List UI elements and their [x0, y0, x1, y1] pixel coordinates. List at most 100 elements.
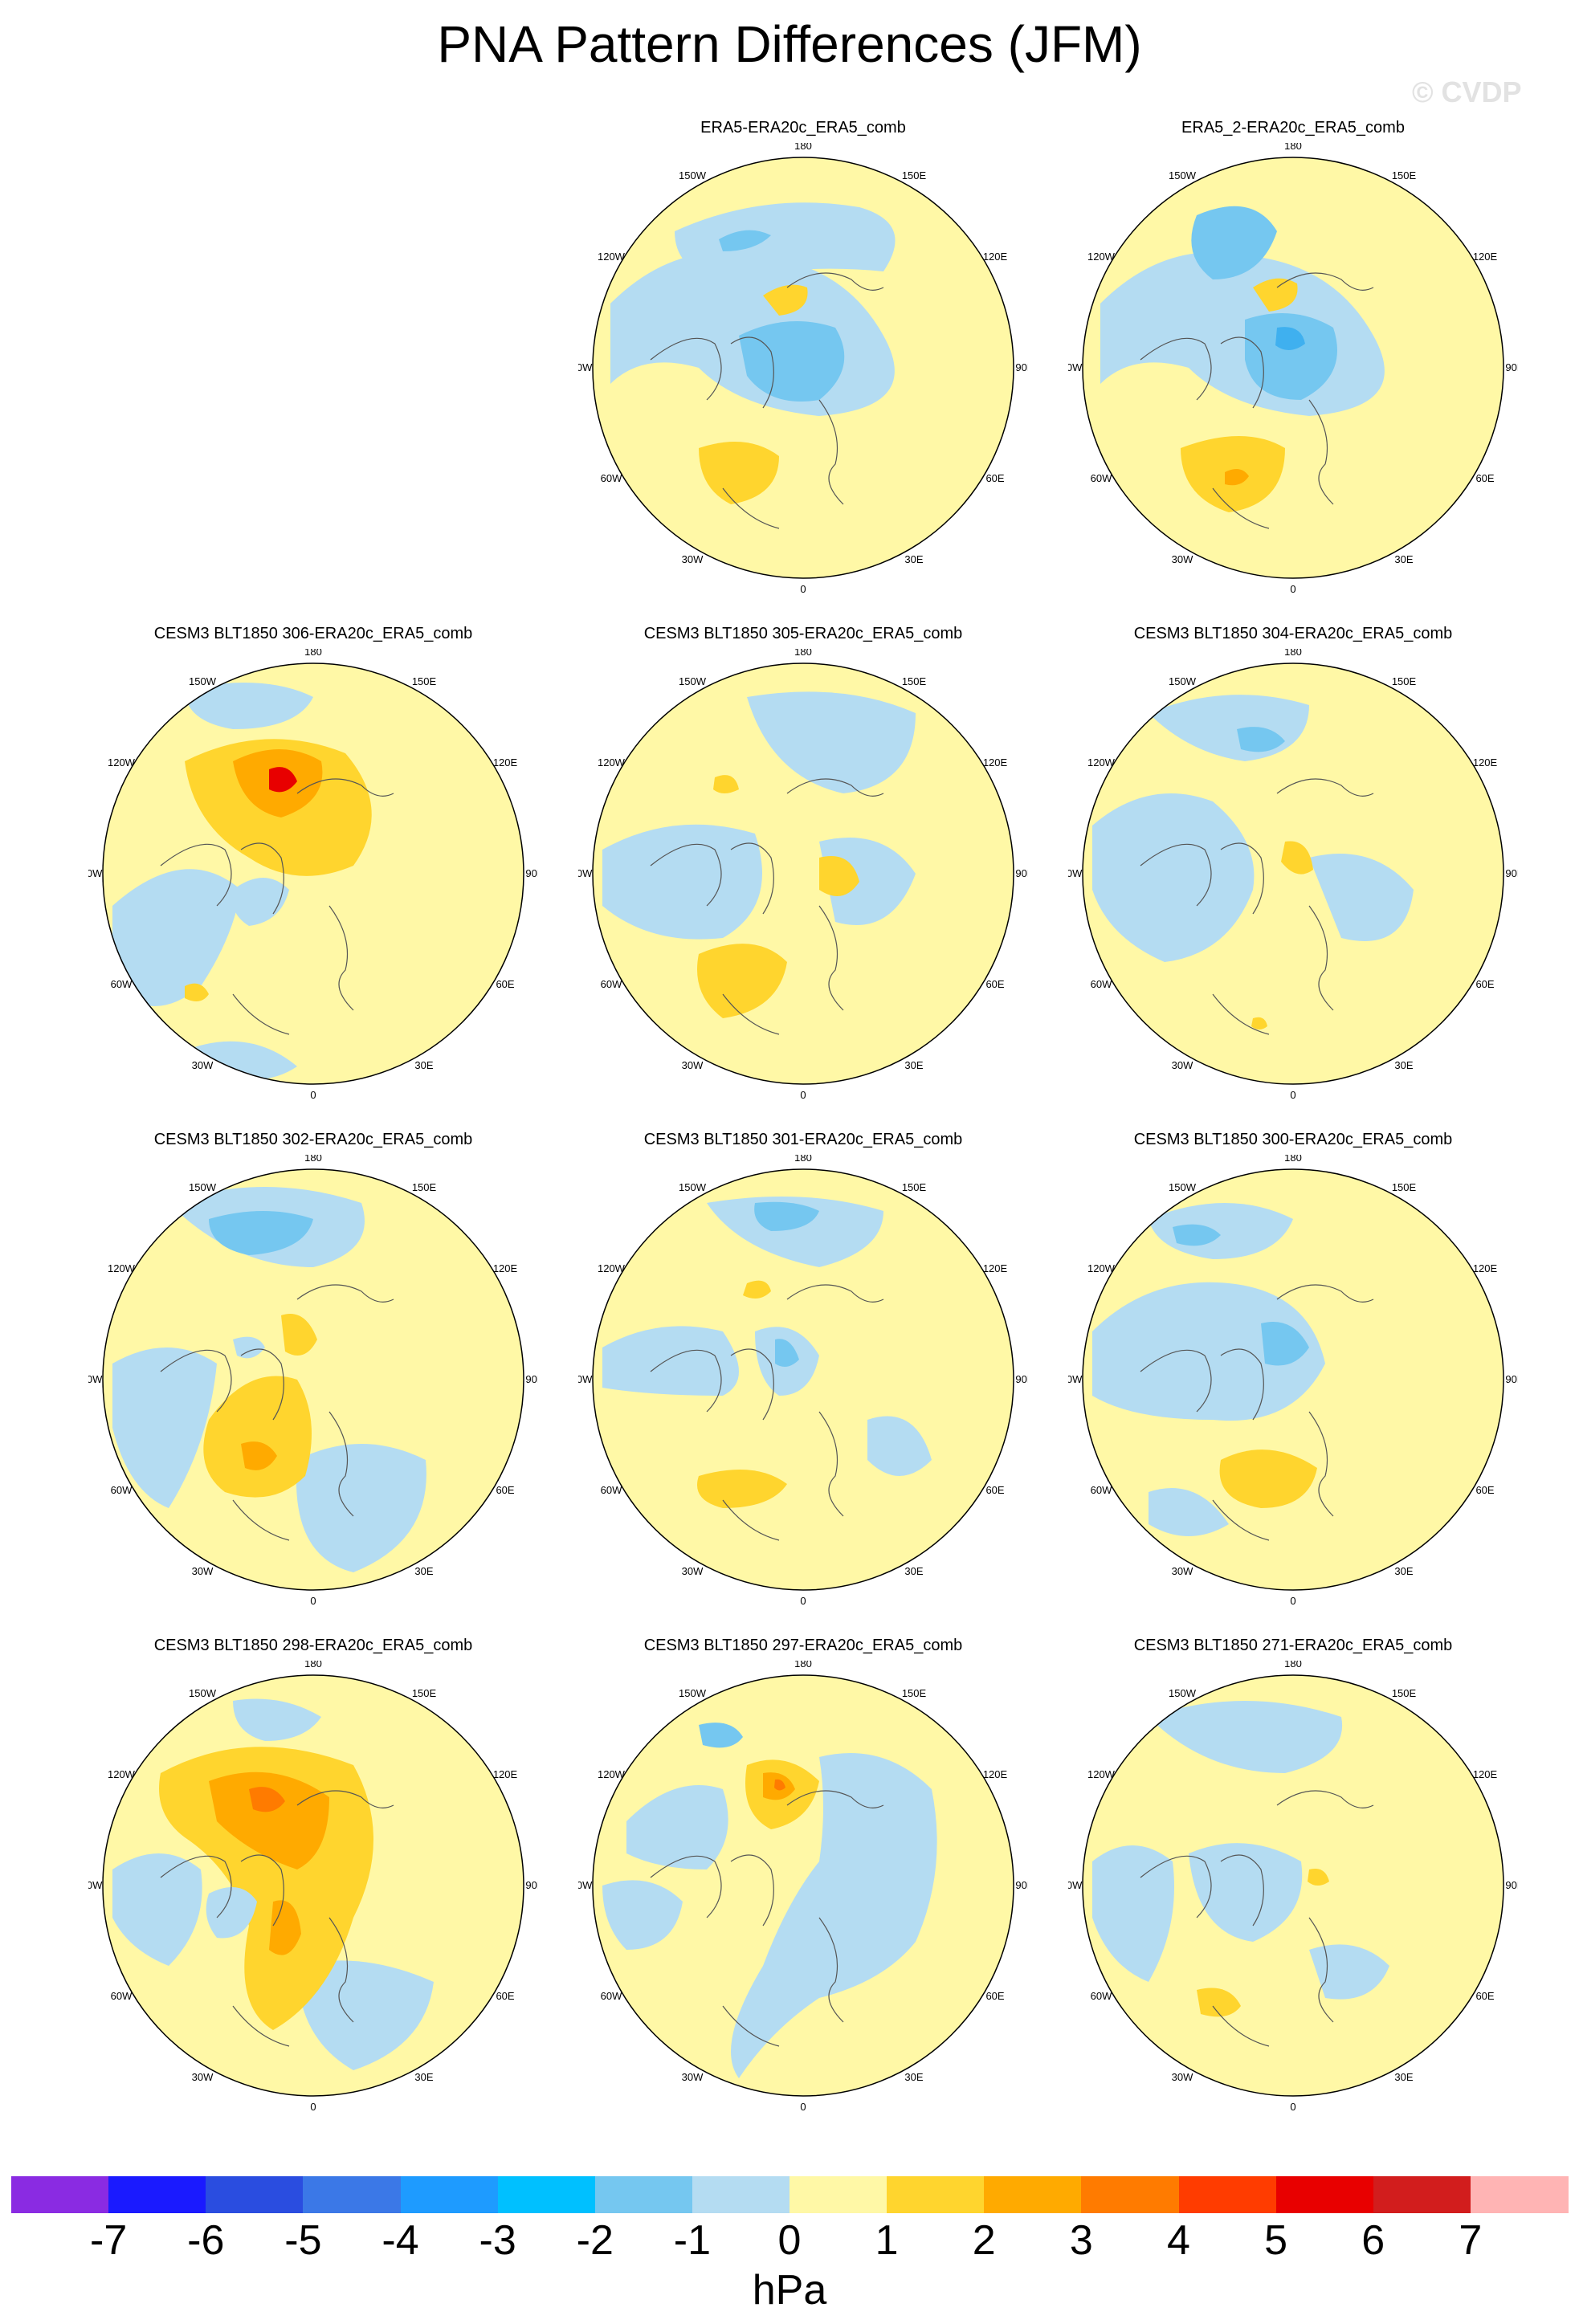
colorbar-swatch	[1373, 2176, 1471, 2213]
anomaly-contour	[602, 824, 762, 940]
longitude-label: 60W	[601, 978, 622, 990]
longitude-label: 150E	[412, 1181, 437, 1193]
anomaly-contour	[1173, 1224, 1221, 1246]
longitude-label: 180	[304, 1155, 322, 1164]
colorbar-swatch	[887, 2176, 985, 2213]
longitude-label: 30E	[414, 1565, 433, 1577]
longitude-label: 90E	[1505, 361, 1518, 373]
map-border	[102, 1674, 524, 2097]
longitude-label: 0	[800, 1595, 806, 1604]
coastline	[160, 1284, 394, 1541]
colorbar-swatch	[1275, 2176, 1374, 2213]
longitude-label: 120E	[1473, 756, 1498, 769]
longitude-label: 120W	[108, 1768, 136, 1780]
map-panel: CESM3 BLT1850 298-ERA20c_ERA5_comb 180 150…	[88, 1637, 538, 2151]
anomaly-contour	[1092, 1845, 1174, 1982]
longitude-label: 150E	[902, 1181, 927, 1193]
map-panel: CESM3 BLT1850 271-ERA20c_ERA5_comb 180 150…	[1068, 1637, 1518, 2151]
map-panel: ERA5_2-ERA20c_ERA5_comb 180 150E 120E 90E 60E…	[1068, 119, 1518, 633]
polar-map: 180 150E 120E 90E 60E 30E 0 30W 60W 90W 120W 150W	[1068, 1155, 1518, 1604]
longitude-label: 150E	[1392, 169, 1417, 181]
longitude-label: 90W	[88, 867, 103, 879]
anomaly-contour	[699, 442, 779, 504]
anomaly-contour	[1245, 313, 1337, 400]
anomaly-contour	[1309, 1944, 1389, 2000]
anomaly-contour	[731, 1753, 937, 2078]
longitude-label: 30E	[414, 2071, 433, 2083]
colorbar-tick-label: -5	[284, 2217, 322, 2264]
coastline	[1140, 778, 1374, 1035]
anomaly-contour	[233, 1336, 265, 1359]
longitude-label: 90W	[1068, 1879, 1083, 1891]
panel-title: CESM3 BLT1850 297-ERA20c_ERA5_comb	[643, 1637, 963, 1654]
map-panel: CESM3 BLT1850 302-ERA20c_ERA5_comb 180 150…	[88, 1131, 538, 1645]
longitude-label: 150W	[189, 1181, 217, 1193]
map-border	[1082, 1168, 1504, 1591]
coastline	[1140, 1284, 1374, 1541]
anomaly-contour	[203, 1376, 312, 1498]
longitude-label: 150E	[412, 675, 437, 687]
longitude-label: 180	[794, 143, 812, 152]
map-border	[592, 663, 1014, 1085]
colorbar-tick-label: 2	[972, 2217, 996, 2264]
colorbar-swatch	[303, 2176, 401, 2213]
longitude-label: 150E	[902, 1687, 927, 1699]
anomaly-contour	[1092, 1282, 1325, 1421]
longitude-label: 180	[1284, 1155, 1302, 1164]
longitude-label: 60W	[1091, 1990, 1112, 2002]
longitude-label: 0	[800, 583, 806, 593]
longitude-label: 60E	[985, 472, 1004, 484]
longitude-label: 90W	[578, 1373, 593, 1385]
map-border	[1082, 1674, 1504, 2097]
anomaly-contour	[747, 691, 916, 793]
longitude-label: 30W	[1172, 1059, 1193, 1071]
map-background	[1083, 663, 1504, 1084]
panel-title: CESM3 BLT1850 304-ERA20c_ERA5_comb	[1133, 625, 1453, 642]
map-border	[592, 1168, 1014, 1591]
anomaly-contour	[1261, 1322, 1309, 1366]
anomaly-contour	[763, 284, 808, 316]
anomaly-contour	[697, 1470, 787, 1508]
colorbar-swatch	[497, 2176, 596, 2213]
longitude-label: 60E	[985, 1990, 1004, 2002]
longitude-label: 0	[800, 1089, 806, 1099]
colorbar-tick-label: 1	[875, 2217, 899, 2264]
longitude-label: 60W	[111, 1484, 133, 1496]
anomaly-contour	[232, 878, 289, 926]
anomaly-contour	[602, 1880, 683, 1950]
longitude-label: 60E	[985, 1484, 1004, 1496]
longitude-label: 90W	[88, 1373, 103, 1385]
anomaly-contour	[112, 1853, 202, 1966]
map-border	[1082, 157, 1504, 579]
watermark: © CVDP	[1412, 75, 1522, 108]
longitude-label: 120E	[1473, 1262, 1498, 1274]
anomaly-contour	[626, 1785, 728, 1869]
longitude-label: 90E	[1015, 867, 1028, 879]
longitude-label: 90E	[1015, 361, 1028, 373]
longitude-label: 0	[310, 1595, 316, 1604]
longitude-label: 30E	[904, 1565, 923, 1577]
longitude-label: 60E	[1475, 1990, 1494, 2002]
anomaly-contour	[1309, 854, 1414, 941]
coastline	[1140, 272, 1374, 529]
map-border	[102, 1168, 524, 1591]
colorbar-tick-label: -3	[479, 2217, 516, 2264]
anomaly-contour	[719, 230, 771, 251]
longitude-label: 120W	[598, 756, 626, 769]
longitude-label: 0	[310, 2101, 316, 2110]
longitude-label: 30E	[904, 1059, 923, 1071]
longitude-label: 0	[1290, 1595, 1295, 1604]
longitude-label: 150W	[1169, 1181, 1197, 1193]
anomaly-contour	[1281, 841, 1313, 875]
longitude-label: 180	[304, 1661, 322, 1670]
polar-map: 180 150E 120E 90E 60E 30E 0 30W 60W 90W 120W 150W	[1068, 1661, 1518, 2110]
anomaly-contour	[206, 1887, 257, 1939]
longitude-label: 90E	[1015, 1373, 1028, 1385]
longitude-label: 60W	[601, 472, 622, 484]
longitude-label: 30W	[1172, 1565, 1193, 1577]
anomaly-contour	[697, 944, 787, 1018]
longitude-label: 120W	[598, 1768, 626, 1780]
longitude-label: 60E	[1475, 1484, 1494, 1496]
map-border	[592, 157, 1014, 579]
polar-map: 180 150E 120E 90E 60E 30E 0 30W 60W 90W 120W 150W	[1068, 143, 1518, 593]
